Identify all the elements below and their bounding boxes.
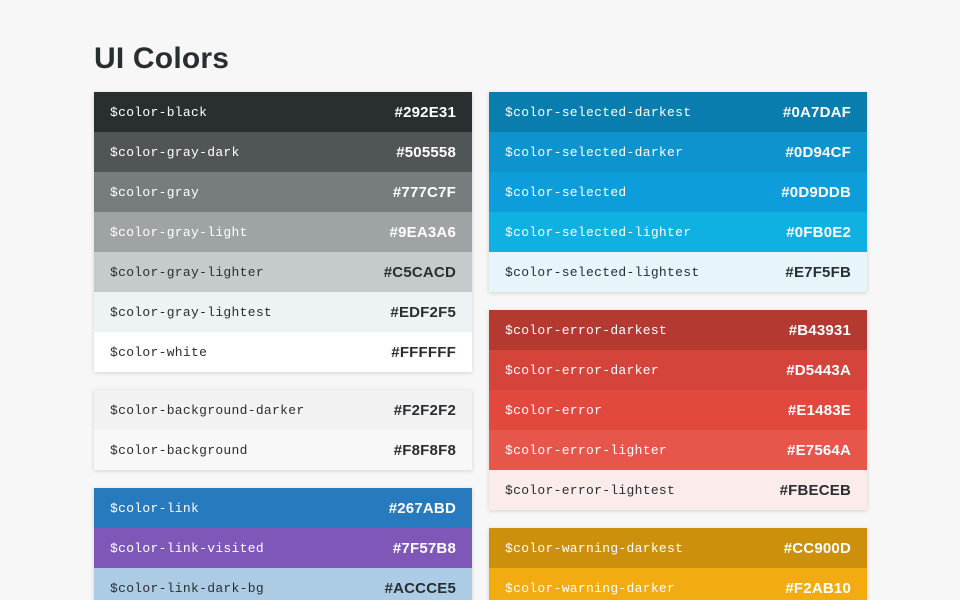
swatch-row: $color-gray-light #9EA3A6: [94, 212, 472, 252]
swatch-hex-value: #0D9DDB: [781, 183, 851, 201]
swatch-variable-name: $color-error-lighter: [505, 442, 668, 458]
swatch-hex-value: #C5CACD: [383, 263, 456, 281]
swatch-row: $color-gray-dark #505558: [94, 132, 472, 172]
swatch-row: $color-error-lightest #FBECEB: [489, 470, 867, 510]
swatch-variable-name: $color-selected-lighter: [505, 224, 692, 240]
swatch-group-error: $color-error-darkest #B43931 $color-error-…: [489, 310, 867, 510]
swatch-row: $color-link-dark-bg #ACCCE5: [94, 568, 472, 600]
swatch-group-selected: $color-selected-darkest #0A7DAF $color-sel…: [489, 92, 867, 292]
swatch-variable-name: $color-error-darker: [505, 362, 659, 378]
swatch-row: $color-error-lighter #E7564A: [489, 430, 867, 470]
swatch-hex-value: #F2AB10: [785, 579, 851, 597]
swatch-group-grays: $color-black #292E31 $color-gray-dark #5055…: [94, 92, 472, 372]
swatch-hex-value: #F8F8F8: [393, 441, 456, 459]
swatch-variable-name: $color-gray: [110, 184, 200, 200]
page-title: UI Colors: [94, 42, 230, 75]
swatch-row: $color-gray-lighter #C5CACD: [94, 252, 472, 292]
swatch-variable-name: $color-link: [110, 500, 200, 516]
swatch-variable-name: $color-selected: [505, 184, 627, 200]
swatch-row: $color-selected-darkest #0A7DAF: [489, 92, 867, 132]
swatch-variable-name: $color-gray-light: [110, 224, 248, 240]
swatch-variable-name: $color-selected-darkest: [505, 104, 692, 120]
swatch-variable-name: $color-link-dark-bg: [110, 580, 264, 596]
swatch-row: $color-white #FFFFFF: [94, 332, 472, 372]
swatch-hex-value: #777C7F: [392, 183, 456, 201]
swatch-variable-name: $color-selected-darker: [505, 144, 684, 160]
swatch-hex-value: #267ABD: [388, 499, 456, 517]
swatch-variable-name: $color-background-darker: [110, 402, 305, 418]
swatch-row: $color-error-darker #D5443A: [489, 350, 867, 390]
swatch-row: $color-selected #0D9DDB: [489, 172, 867, 212]
swatch-row: $color-link #267ABD: [94, 488, 472, 528]
swatch-row: $color-error-darkest #B43931: [489, 310, 867, 350]
swatch-hex-value: #EDF2F5: [390, 303, 456, 321]
swatch-row: $color-error #E1483E: [489, 390, 867, 430]
swatch-hex-value: #0A7DAF: [782, 103, 851, 121]
swatch-group-backgrounds: $color-background-darker #F2F2F2 $color-ba…: [94, 390, 472, 470]
swatch-hex-value: #FBECEB: [779, 481, 851, 499]
swatch-variable-name: $color-error-darkest: [505, 322, 668, 338]
swatch-hex-value: #292E31: [394, 103, 456, 121]
swatch-hex-value: #ACCCE5: [384, 579, 456, 597]
swatch-column-right: $color-selected-darkest #0A7DAF $color-sel…: [489, 92, 867, 600]
swatch-row: $color-warning-darker #F2AB10: [489, 568, 867, 600]
swatch-variable-name: $color-black: [110, 104, 208, 120]
swatch-variable-name: $color-gray-dark: [110, 144, 240, 160]
swatch-row: $color-selected-lighter #0FB0E2: [489, 212, 867, 252]
swatch-variable-name: $color-background: [110, 442, 248, 458]
swatch-variable-name: $color-selected-lightest: [505, 264, 700, 280]
swatch-hex-value: #0D94CF: [785, 143, 851, 161]
swatch-row: $color-gray #777C7F: [94, 172, 472, 212]
swatch-variable-name: $color-error-lightest: [505, 482, 676, 498]
swatch-column-left: $color-black #292E31 $color-gray-dark #5055…: [94, 92, 472, 600]
swatch-hex-value: #9EA3A6: [389, 223, 456, 241]
swatch-group-links: $color-link #267ABD $color-link-visited #7F…: [94, 488, 472, 600]
swatch-variable-name: $color-warning-darker: [505, 580, 676, 596]
swatch-hex-value: #E7564A: [787, 441, 851, 459]
swatch-variable-name: $color-white: [110, 344, 208, 360]
swatch-variable-name: $color-error: [505, 402, 603, 418]
swatch-variable-name: $color-warning-darkest: [505, 540, 684, 556]
swatch-hex-value: #D5443A: [786, 361, 851, 379]
swatch-row: $color-gray-lightest #EDF2F5: [94, 292, 472, 332]
swatch-hex-value: #505558: [396, 143, 456, 161]
swatch-hex-value: #FFFFFF: [391, 343, 456, 361]
swatch-hex-value: #F2F2F2: [393, 401, 456, 419]
swatch-row: $color-selected-darker #0D94CF: [489, 132, 867, 172]
swatch-row: $color-link-visited #7F57B8: [94, 528, 472, 568]
swatch-hex-value: #7F57B8: [392, 539, 456, 557]
swatch-row: $color-background #F8F8F8: [94, 430, 472, 470]
swatch-variable-name: $color-gray-lightest: [110, 304, 273, 320]
swatch-hex-value: #0FB0E2: [786, 223, 851, 241]
swatch-hex-value: #CC900D: [783, 539, 851, 557]
swatch-row: $color-black #292E31: [94, 92, 472, 132]
swatch-hex-value: #E1483E: [787, 401, 851, 419]
swatch-group-warning: $color-warning-darkest #CC900D $color-warn…: [489, 528, 867, 600]
swatch-row: $color-background-darker #F2F2F2: [94, 390, 472, 430]
swatch-row: $color-warning-darkest #CC900D: [489, 528, 867, 568]
swatch-hex-value: #B43931: [788, 321, 851, 339]
swatch-variable-name: $color-link-visited: [110, 540, 264, 556]
swatch-row: $color-selected-lightest #E7F5FB: [489, 252, 867, 292]
swatch-variable-name: $color-gray-lighter: [110, 264, 264, 280]
swatch-hex-value: #E7F5FB: [785, 263, 851, 281]
